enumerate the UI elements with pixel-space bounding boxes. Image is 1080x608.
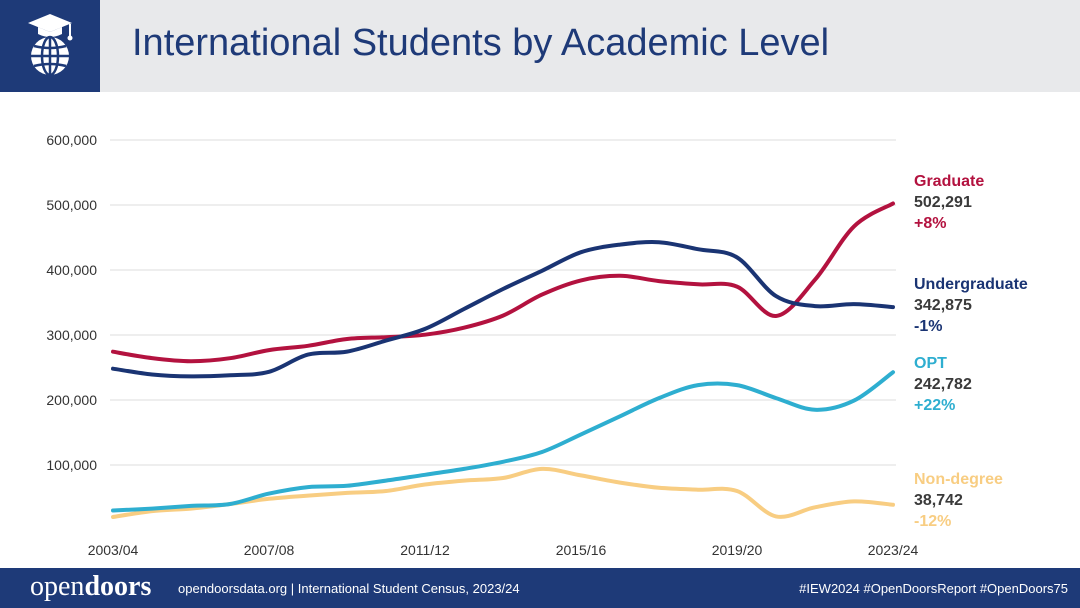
header-bar: International Students by Academic Level xyxy=(0,0,1080,92)
y-tick-label: 600,000 xyxy=(46,132,97,148)
y-tick-label: 200,000 xyxy=(46,392,97,408)
series-line-non-degree xyxy=(111,466,895,519)
series-label-non-degree: Non-degree xyxy=(914,471,1003,488)
series-label-opt: OPT xyxy=(914,355,947,372)
opendoors-wordmark: opendoors xyxy=(30,571,152,602)
footer-source: opendoorsdata.org | International Studen… xyxy=(178,581,520,596)
y-tick-label: 500,000 xyxy=(46,197,97,213)
series-label-undergraduate: Undergraduate xyxy=(914,276,1028,293)
x-tick-label: 2023/24 xyxy=(868,542,919,558)
footer-hashtags: #IEW2024 #OpenDoorsReport #OpenDoors75 xyxy=(799,581,1068,596)
series-line-graduate xyxy=(111,201,895,364)
footer-bar: opendoors opendoorsdata.org | Internatio… xyxy=(0,568,1080,608)
series-value-opt: 242,782 xyxy=(914,376,972,393)
series-change-undergraduate: -1% xyxy=(914,318,942,335)
series-change-graduate: +8% xyxy=(914,215,946,232)
x-tick-label: 2003/04 xyxy=(88,542,139,558)
series-value-non-degree: 38,742 xyxy=(914,492,963,509)
series-change-opt: +22% xyxy=(914,397,955,414)
graduation-globe-icon xyxy=(28,14,73,77)
series-line-undergraduate xyxy=(111,240,895,379)
y-tick-label: 400,000 xyxy=(46,262,97,278)
x-tick-label: 2007/08 xyxy=(244,542,295,558)
x-tick-label: 2019/20 xyxy=(712,542,763,558)
series-value-graduate: 502,291 xyxy=(914,194,972,211)
open-doors-logo xyxy=(0,0,100,92)
y-tick-label: 300,000 xyxy=(46,327,97,343)
x-tick-label: 2011/12 xyxy=(400,542,450,558)
page-title: International Students by Academic Level xyxy=(132,22,830,64)
series-change-non-degree: -12% xyxy=(914,513,951,530)
line-chart: 100,000 200,000 300,000 400,000 500,000 600,0… xyxy=(46,132,1028,558)
series-line-opt xyxy=(111,370,895,513)
series-label-graduate: Graduate xyxy=(914,173,984,190)
series-value-undergraduate: 342,875 xyxy=(914,297,972,314)
y-tick-label: 100,000 xyxy=(46,457,97,473)
x-tick-label: 2015/16 xyxy=(556,542,607,558)
